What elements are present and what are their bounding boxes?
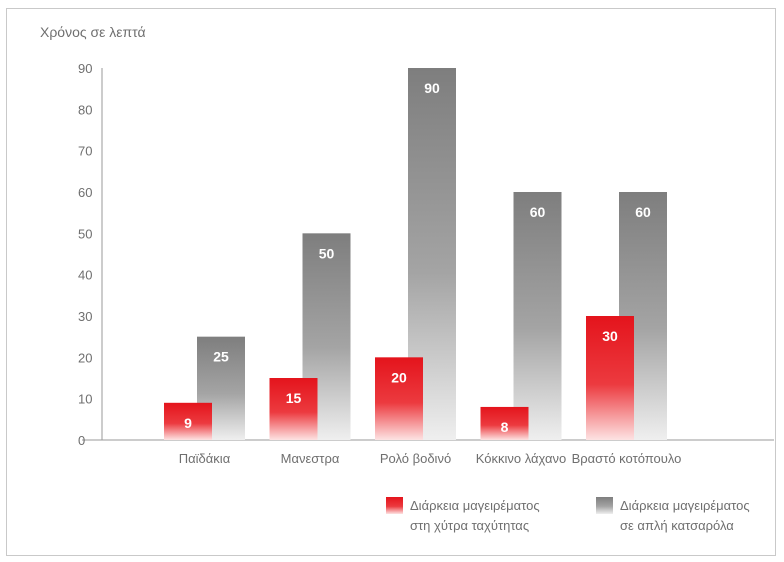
category-label: Ρολό βοδινό: [380, 451, 451, 466]
legend-label-pressure-cooker-line2: στη χύτρα ταχύτητας: [410, 518, 529, 533]
bar-value-label: 60: [635, 204, 651, 220]
category-label: Βραστό κοτόπουλο: [572, 451, 682, 466]
chart-frame: [6, 8, 776, 556]
y-axis-label: Χρόνος σε λεπτά: [40, 24, 146, 40]
y-tick-label: 0: [78, 433, 85, 448]
bar-value-label: 9: [184, 415, 192, 431]
y-tick-label: 80: [78, 102, 92, 117]
bar-pot: [513, 192, 562, 440]
bar-value-label: 20: [391, 369, 407, 385]
y-tick-label: 10: [78, 392, 92, 407]
bar-value-label: 60: [530, 204, 546, 220]
y-tick-label: 20: [78, 350, 92, 365]
bar-value-label: 15: [286, 390, 302, 406]
bar-pressure-cooker: [269, 378, 318, 440]
legend-swatch-pressure-cooker: [386, 497, 403, 514]
y-tick-label: 50: [78, 226, 92, 241]
legend-label-pot-line1: Διάρκεια μαγειρέματος: [620, 498, 750, 513]
category-label: Παϊδάκια: [179, 451, 231, 466]
legend-label-pressure-cooker-line1: Διάρκεια μαγειρέματος: [410, 498, 540, 513]
y-tick-label: 90: [78, 61, 92, 76]
bar-value-label: 25: [213, 349, 229, 365]
bar-value-label: 50: [319, 245, 335, 261]
bar-value-label: 8: [501, 419, 509, 435]
y-ticks: 0 10 20 30 40 50 60 70 80 90: [78, 61, 92, 448]
bar-pressure-cooker: [164, 402, 212, 440]
y-tick-label: 30: [78, 309, 92, 324]
bar-pressure-cooker: [480, 406, 529, 440]
category-label: Μανεστρα: [281, 451, 340, 466]
y-tick-label: 40: [78, 268, 92, 283]
bar-value-label: 30: [602, 328, 618, 344]
y-tick-label: 60: [78, 185, 92, 200]
category-labels: Παϊδάκια Μανεστρα Ρολό βοδινό Κόκκινο λάχαν…: [179, 451, 682, 466]
y-tick-label: 70: [78, 144, 92, 159]
legend: Διάρκεια μαγειρέματος στη χύτρα ταχύτητα…: [386, 497, 750, 533]
category-label: Κόκκινο λάχανο: [476, 451, 567, 466]
legend-swatch-pot: [596, 497, 613, 514]
bar-pressure-cooker: [586, 316, 634, 440]
bar-pressure-cooker: [375, 357, 423, 440]
legend-label-pot-line2: σε απλή κατσαρόλα: [620, 518, 734, 533]
bar-value-label: 90: [424, 80, 440, 96]
bars: 25 50 90 60 60 9 15 20 8 30: [164, 68, 667, 440]
